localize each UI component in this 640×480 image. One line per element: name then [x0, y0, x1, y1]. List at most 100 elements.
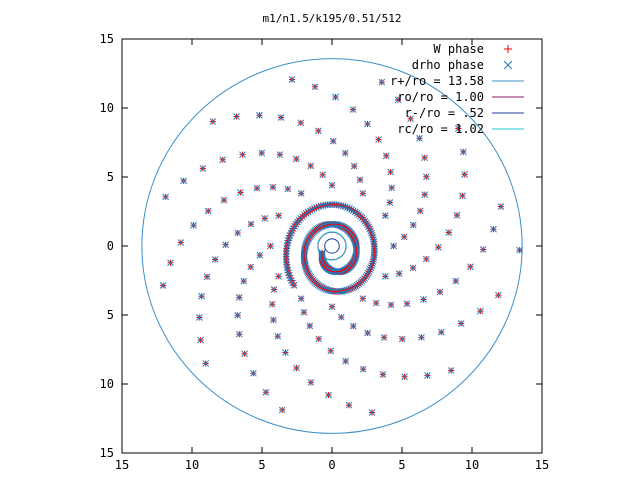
drho-phase-point: [379, 371, 387, 378]
drho-phase-point: [375, 136, 382, 143]
legend: W phase drho phase r+/ro = 13.58 ro/ro = 1.…: [390, 42, 524, 136]
drho-phase-point: [386, 199, 394, 206]
drho-phase-point: [209, 118, 217, 125]
drho-phase-point: [247, 220, 255, 228]
x-tick-label: 5: [398, 458, 405, 472]
y-tick-label: 5: [107, 170, 114, 184]
drho-phase-point: [220, 196, 228, 204]
drho-phase-point: [380, 334, 388, 341]
drho-phase-point: [454, 125, 462, 132]
drho-phase-point: [236, 330, 243, 338]
drho-phase-point: [368, 409, 376, 416]
drho-phase-point: [256, 111, 263, 119]
drho-phase-point: [282, 349, 289, 356]
drho-phase-point: [159, 282, 167, 289]
drho-phase-point: [297, 190, 305, 197]
drho-phase-point: [349, 106, 357, 113]
drho-phase-point: [422, 255, 430, 263]
drho-phase-point: [204, 207, 212, 215]
drho-phase-point: [256, 251, 264, 259]
drho-phase-point: [395, 270, 403, 278]
drho-phase-point: [418, 333, 425, 341]
drho-phase-point: [278, 406, 286, 414]
drho-phase-point: [452, 277, 460, 285]
drho-phase-point: [435, 243, 442, 251]
drho-phase-point: [222, 241, 229, 249]
drho-phase-point: [447, 367, 455, 374]
x-tick-label: 0: [328, 458, 335, 472]
drho-phase-point: [388, 184, 396, 192]
drho-phase-point: [167, 259, 174, 267]
drho-phase-point: [421, 191, 429, 198]
drho-phase-point: [307, 162, 315, 170]
drho-phase-point: [275, 273, 283, 280]
drho-phase-point: [328, 303, 336, 311]
drho-phase-point: [237, 189, 244, 196]
x-tick-label: 5: [258, 458, 265, 472]
drho-phase-point: [381, 273, 389, 280]
drho-phase-point: [315, 335, 323, 343]
drho-phase-point: [403, 300, 411, 308]
drho-phase-point: [467, 263, 474, 271]
drho-phase-point: [235, 294, 243, 301]
drho-phase-point: [364, 329, 372, 337]
drho-phase-point: [234, 229, 242, 237]
drho-phase-point: [364, 120, 371, 128]
drho-phase-point: [382, 152, 390, 160]
drho-phase-point: [332, 93, 339, 101]
legend-swatch: [504, 45, 512, 53]
y-tick-label: 0: [107, 239, 114, 253]
drho-phase-point: [445, 229, 453, 236]
drho-phase-point: [350, 162, 358, 170]
drho-phase-point: [247, 263, 255, 271]
drho-phase-point: [328, 181, 336, 189]
y-tick-label: 15: [100, 446, 114, 460]
drho-phase-point: [437, 328, 445, 336]
drho-phase-point: [190, 221, 197, 229]
legend-label: W phase: [433, 42, 484, 56]
drho-phase-point: [203, 273, 211, 281]
y-tick-label: 10: [100, 101, 114, 115]
drho-phase-point: [262, 388, 270, 396]
drho-phase-point: [461, 171, 469, 178]
drho-phase-point: [233, 113, 240, 120]
drho-phase-point: [325, 391, 332, 399]
drho-phase-point: [342, 357, 350, 365]
drho-phase-point: [381, 212, 389, 219]
drho-phase-point: [261, 214, 269, 222]
x-tick-label: 15: [535, 458, 549, 472]
drho-phase-point: [197, 336, 204, 344]
drho-phase-point: [359, 365, 367, 373]
drho-phase-point: [241, 350, 248, 358]
drho-phase-point: [359, 190, 367, 197]
y-tick-label: 5: [107, 308, 114, 322]
drho-phase-point: [490, 225, 497, 233]
drho-phase-point: [195, 314, 203, 321]
legend-label: drho phase: [412, 58, 484, 72]
drho-phase-point: [180, 177, 187, 185]
drho-phase-point: [409, 264, 417, 272]
drho-phase-point: [292, 155, 300, 163]
drho-phase-point: [327, 347, 335, 355]
drho-phase-point: [387, 168, 394, 176]
drho-phase-point: [401, 373, 408, 381]
drho-phase-point: [270, 316, 277, 324]
drho-phase-point: [284, 239, 291, 247]
drho-phase-point: [516, 246, 523, 254]
drho-phase-point: [283, 264, 291, 271]
drho-phase-point: [394, 96, 402, 104]
drho-phase-point: [277, 114, 285, 121]
drho-phase-point: [497, 203, 505, 210]
legend-swatch: [503, 60, 513, 70]
drho-phase-point: [460, 148, 467, 156]
drho-phase-point: [409, 221, 417, 229]
drho-phase-point: [337, 313, 345, 321]
drho-phase-point: [416, 207, 424, 215]
drho-phase-point: [239, 151, 246, 159]
drho-phase-point: [416, 134, 423, 142]
reference-circle: [141, 58, 523, 434]
drho-phase-point: [276, 151, 284, 158]
